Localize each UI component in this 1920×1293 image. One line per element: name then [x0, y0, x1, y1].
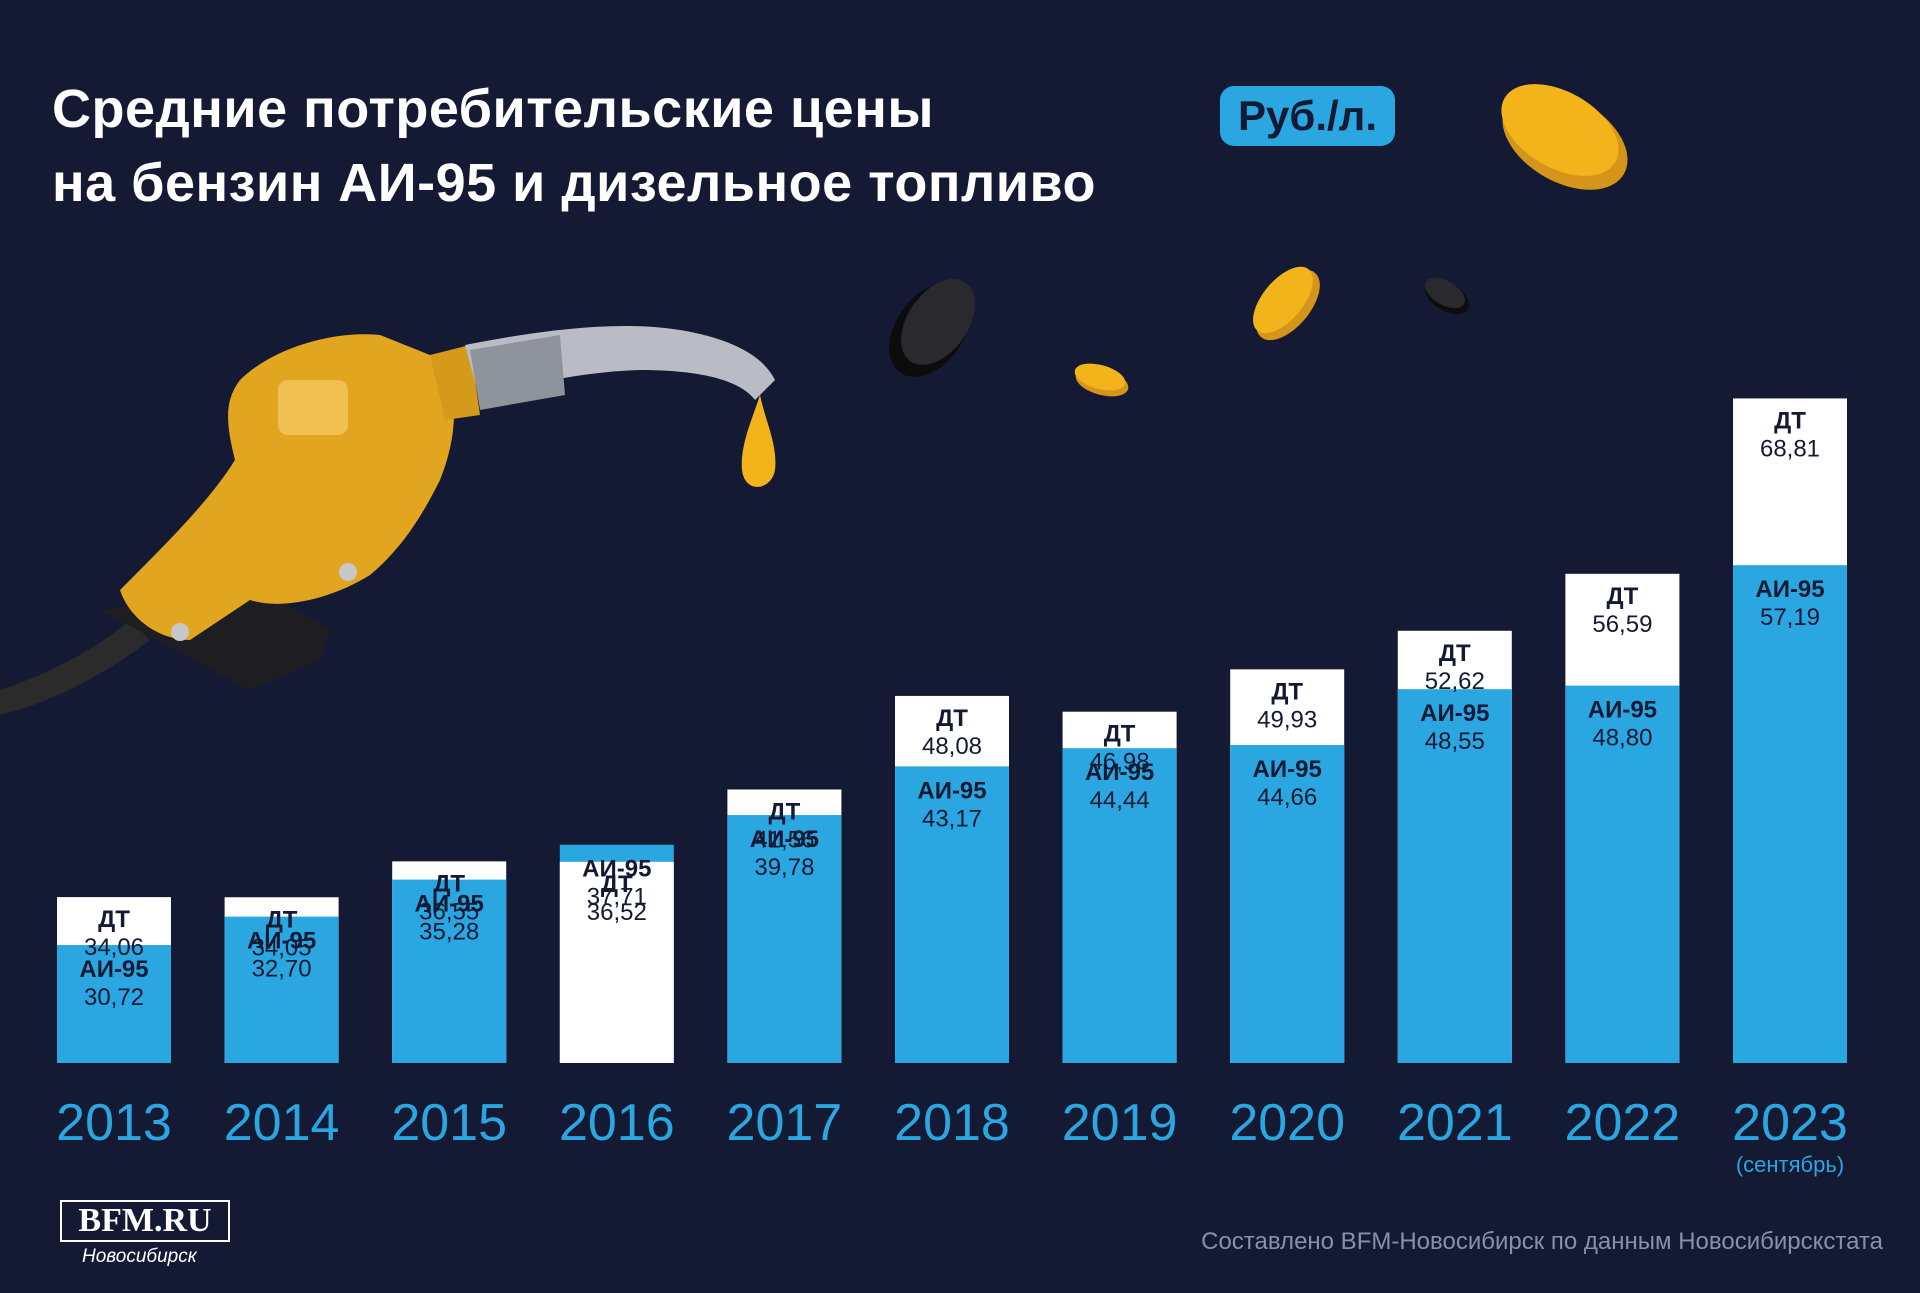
series-label-ai95: АИ-95 — [917, 777, 986, 804]
x-tick-label: 2022 — [1565, 1094, 1681, 1152]
x-tick-label: 2017 — [727, 1094, 843, 1152]
value-label-ai95: 30,72 — [84, 984, 144, 1011]
gold-coin-icon — [1074, 363, 1129, 397]
series-label-ai95: АИ-95 — [1253, 756, 1322, 783]
bar-ai95 — [1062, 748, 1177, 1063]
x-tick-note: (сентябрь) — [1736, 1152, 1844, 1177]
value-label-ai95: 35,28 — [419, 919, 479, 946]
value-label-dt: 36,55 — [419, 898, 479, 925]
series-label-dt: ДТ — [433, 870, 465, 897]
series-label-ai95: АИ-95 — [750, 826, 819, 853]
value-label-dt: 34,05 — [252, 934, 312, 961]
value-label-ai95: 44,66 — [1257, 784, 1317, 811]
value-label-ai95: 43,17 — [922, 805, 982, 832]
page-title: Средние потребительские цены на бензин А… — [52, 72, 1096, 220]
black-coin-icon — [889, 279, 975, 377]
value-label-ai95: 48,55 — [1425, 728, 1485, 755]
fuel-nozzle-icon — [0, 325, 775, 715]
bar-ai95 — [224, 916, 339, 1063]
bar-ai95 — [895, 766, 1009, 1063]
series-label-dt: ДТ — [601, 871, 633, 898]
x-tick-label: 2016 — [559, 1094, 675, 1152]
value-label-ai95: 57,19 — [1760, 604, 1820, 631]
x-tick-label: 2013 — [56, 1094, 172, 1152]
gold-coin-icon — [1253, 266, 1320, 341]
bfm-logo: BFM.RU Новосибирск — [60, 1200, 230, 1270]
value-label-dt: 46,98 — [1090, 749, 1150, 776]
bar-ai95 — [1397, 689, 1512, 1063]
series-label-dt: ДТ — [98, 906, 130, 933]
value-label-dt: 34,06 — [84, 934, 144, 961]
series-label-dt: ДТ — [936, 705, 968, 732]
x-tick-label: 2015 — [391, 1094, 507, 1152]
series-label-ai95: АИ-95 — [1588, 697, 1657, 724]
bar-ai95 — [57, 945, 171, 1063]
value-label-ai95: 32,70 — [252, 956, 312, 983]
series-label-ai95: АИ-95 — [1420, 700, 1489, 727]
bar-ai95 — [727, 815, 842, 1063]
value-label-ai95: 44,44 — [1090, 787, 1150, 814]
series-label-dt: ДТ — [1774, 407, 1806, 434]
series-label-ai95: АИ-95 — [1085, 759, 1154, 786]
series-label-ai95: АИ-95 — [79, 956, 148, 983]
x-tick-label: 2014 — [224, 1094, 340, 1152]
value-label-dt: 41,56 — [754, 826, 814, 853]
x-tick-label: 2019 — [1062, 1094, 1178, 1152]
series-label-ai95: АИ-95 — [247, 928, 316, 955]
series-label-dt: ДТ — [266, 906, 298, 933]
fuel-drop-icon — [741, 395, 776, 487]
x-tick-label: 2018 — [894, 1094, 1010, 1152]
black-coin-icon — [1425, 277, 1469, 315]
series-label-ai95: АИ-95 — [415, 891, 484, 918]
bar-ai95 — [392, 879, 507, 1063]
title-line-2: на бензин АИ-95 и дизельное топливо — [52, 153, 1096, 213]
series-label-dt: ДТ — [1439, 640, 1471, 667]
series-label-ai95: АИ-95 — [582, 856, 651, 883]
series-label-dt: ДТ — [769, 798, 801, 825]
bars-layer — [57, 398, 1847, 1063]
gold-coin-icon — [1501, 84, 1628, 190]
years-layer: 2013 2014 2015 2016 2017 2018 2019 2020 2021 2022… — [56, 1094, 1848, 1177]
unit-badge: Руб./л. — [1220, 86, 1396, 146]
series-label-dt: ДТ — [1271, 678, 1303, 705]
series-label-ai95: АИ-95 — [1755, 576, 1824, 603]
bar-ai95 — [1733, 565, 1847, 1063]
x-tick-label: 2021 — [1397, 1094, 1513, 1152]
value-label-dt: 56,59 — [1592, 611, 1652, 638]
bar-ai95 — [1230, 745, 1345, 1063]
value-label-dt: 68,81 — [1760, 435, 1820, 462]
logo-text: BFM.RU — [60, 1200, 230, 1242]
title-line-1: Средние потребительские цены — [52, 79, 934, 139]
source-note: Составлено BFM-Новосибирск по данным Нов… — [1201, 1228, 1883, 1255]
value-label-dt: 49,93 — [1257, 706, 1317, 733]
bar-dt — [559, 861, 674, 1063]
x-tick-label: 2020 — [1229, 1094, 1345, 1152]
logo-city: Новосибирск — [82, 1246, 197, 1267]
bar-ai95 — [1565, 685, 1680, 1063]
value-label-dt: 48,08 — [922, 733, 982, 760]
series-label-dt: ДТ — [1104, 721, 1136, 748]
value-label-ai95: 48,80 — [1592, 725, 1652, 752]
value-label-dt: 36,52 — [587, 899, 647, 926]
value-label-ai95: 37,71 — [587, 884, 647, 911]
value-label-dt: 52,62 — [1425, 668, 1485, 695]
value-label-ai95: 39,78 — [754, 854, 814, 881]
series-label-dt: ДТ — [1607, 583, 1639, 610]
labels-layer: ДТ34,06АИ-9530,72ДТ34,05АИ-9532,70ДТ36,5… — [79, 407, 1824, 1011]
x-tick-label: 2023 — [1732, 1094, 1848, 1152]
